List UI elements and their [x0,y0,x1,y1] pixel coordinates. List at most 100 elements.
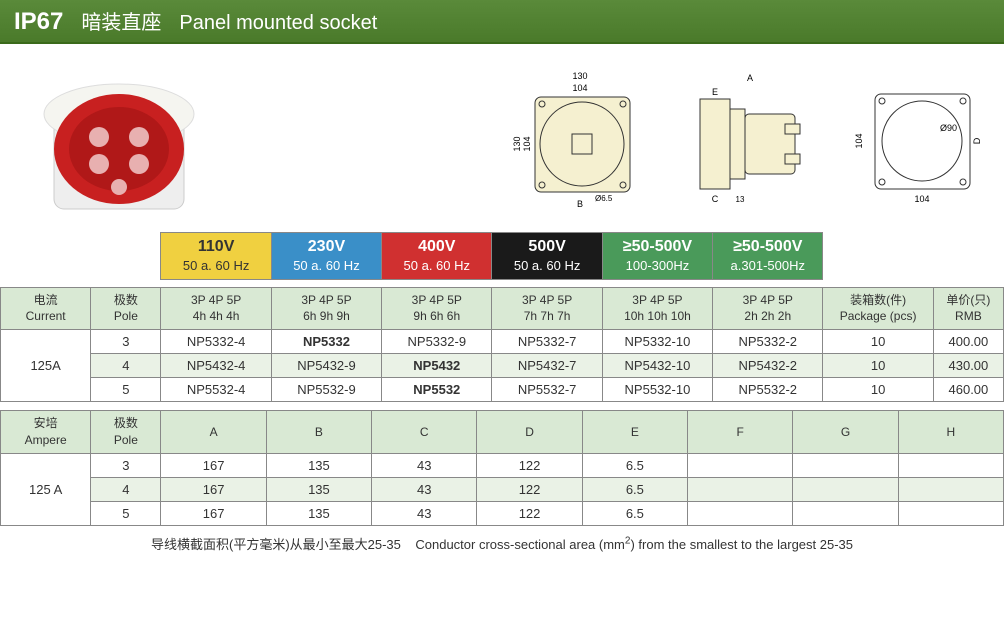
pole-cell: 4 [91,477,161,501]
model-cell: NP5332 [271,330,381,354]
pole-cell: 5 [91,501,161,525]
dim-cell [793,501,898,525]
pole-cell: 4 [91,354,161,378]
pole-cfg-5: 3P 4P 5P2h 2h 2h [713,287,823,330]
dim-cell: 135 [266,453,371,477]
dim-cell [898,501,1003,525]
dim-cell: 122 [477,501,582,525]
price-cell: 400.00 [933,330,1003,354]
table2-col-headers: 安培Ampere 极数Pole A B C D E F G H [1,411,1004,454]
dim-b: B [266,411,371,454]
spec-table-1: 110V50 a. 60 Hz 230V50 a. 60 Hz 400V50 a… [0,232,1004,402]
pole-cfg-3: 3P 4P 5P7h 7h 7h [492,287,602,330]
svg-text:130: 130 [572,71,587,81]
current-cell: 125A [1,330,91,402]
svg-text:13: 13 [736,195,745,204]
dim-cell [898,453,1003,477]
model-cell: NP5432 [382,354,492,378]
svg-text:C: C [712,194,719,204]
product-photo [14,54,234,224]
model-cell: NP5532-2 [713,378,823,402]
svg-text:Ø6.5: Ø6.5 [595,194,613,203]
dim-cell: 135 [266,501,371,525]
table-row: 125 A3167135431226.5 [1,453,1004,477]
volt-hdr-5: ≥50-500Va.301-500Hz [713,233,823,280]
dim-d: D [477,411,582,454]
model-cell: NP5532 [382,378,492,402]
model-cell: NP5332-9 [382,330,492,354]
ampere-cell: 125 A [1,453,91,525]
diagram-front: 130 104 130 104 Ø6.5 B [510,69,650,209]
diagram-side: A E C 13 [680,69,820,209]
footnote: 导线横截面积(平方毫米)从最小至最大25-35 Conductor cross-… [0,526,1004,561]
dim-cell [793,453,898,477]
price-cell: 430.00 [933,354,1003,378]
dim-g: G [793,411,898,454]
dim-cell: 43 [372,453,477,477]
pole-cfg-0: 3P 4P 5P4h 4h 4h [161,287,271,330]
dim-c: C [372,411,477,454]
model-cell: NP5432-10 [602,354,712,378]
dim-cell: 167 [161,453,266,477]
title-cn: 暗装直座 [81,6,161,35]
voltage-header-row: 110V50 a. 60 Hz 230V50 a. 60 Hz 400V50 a… [1,233,1004,280]
svg-text:Ø90: Ø90 [940,123,957,133]
dim-cell: 122 [477,477,582,501]
dim-cell: 6.5 [582,501,687,525]
svg-text:B: B [577,199,583,209]
dim-e: E [582,411,687,454]
table-row: 4167135431226.5 [1,477,1004,501]
dim-cell: 6.5 [582,477,687,501]
dim-cell: 167 [161,501,266,525]
model-cell: NP5332-2 [713,330,823,354]
model-cell: NP5332-7 [492,330,602,354]
volt-hdr-1: 230V50 a. 60 Hz [271,233,381,280]
svg-text:130: 130 [512,136,522,151]
dim-cell [688,453,793,477]
diagram-back: Ø90 104 D 104 [850,69,990,209]
svg-text:E: E [712,87,718,97]
col-price: 单价(只)RMB [933,287,1003,330]
volt-hdr-3: 500V50 a. 60 Hz [492,233,602,280]
dim-cell: 6.5 [582,453,687,477]
col-package: 装箱数(件)Package (pcs) [823,287,933,330]
title-en: Panel mounted socket [179,12,377,35]
model-cell: NP5432-9 [271,354,381,378]
table-row: 5167135431226.5 [1,501,1004,525]
table-row: 4NP5432-4NP5432-9NP5432NP5432-7NP5432-10… [1,354,1004,378]
ip-rating: IP67 [14,8,63,36]
table-row: 5NP5532-4NP5532-9NP5532NP5532-7NP5532-10… [1,378,1004,402]
col-current: 电流Current [1,287,91,330]
pkg-cell: 10 [823,354,933,378]
svg-text:104: 104 [572,83,587,93]
model-cell: NP5332-10 [602,330,712,354]
dim-cell: 43 [372,501,477,525]
dim-cell: 122 [477,453,582,477]
dim-a: A [161,411,266,454]
dim-f: F [688,411,793,454]
dim-h: H [898,411,1003,454]
model-cell: NP5432-4 [161,354,271,378]
svg-text:104: 104 [522,136,532,151]
page-header: IP67 暗装直座 Panel mounted socket [0,0,1004,44]
model-cell: NP5532-9 [271,378,381,402]
dim-cell: 43 [372,477,477,501]
svg-text:104: 104 [854,133,864,148]
model-cell: NP5532-7 [492,378,602,402]
col-ampere: 安培Ampere [1,411,91,454]
dim-cell: 167 [161,477,266,501]
svg-text:D: D [972,137,982,144]
model-cell: NP5532-4 [161,378,271,402]
pole-cell: 3 [91,453,161,477]
model-cell: NP5332-4 [161,330,271,354]
dim-cell [793,477,898,501]
pole-cell: 3 [91,330,161,354]
price-cell: 460.00 [933,378,1003,402]
model-cell: NP5432-2 [713,354,823,378]
dim-cell [688,501,793,525]
svg-text:104: 104 [914,194,929,204]
table1-col-headers: 电流Current 极数Pole 3P 4P 5P4h 4h 4h 3P 4P … [1,287,1004,330]
pkg-cell: 10 [823,378,933,402]
technical-diagrams: 130 104 130 104 Ø6.5 B A E [510,69,990,209]
col-pole-2: 极数Pole [91,411,161,454]
